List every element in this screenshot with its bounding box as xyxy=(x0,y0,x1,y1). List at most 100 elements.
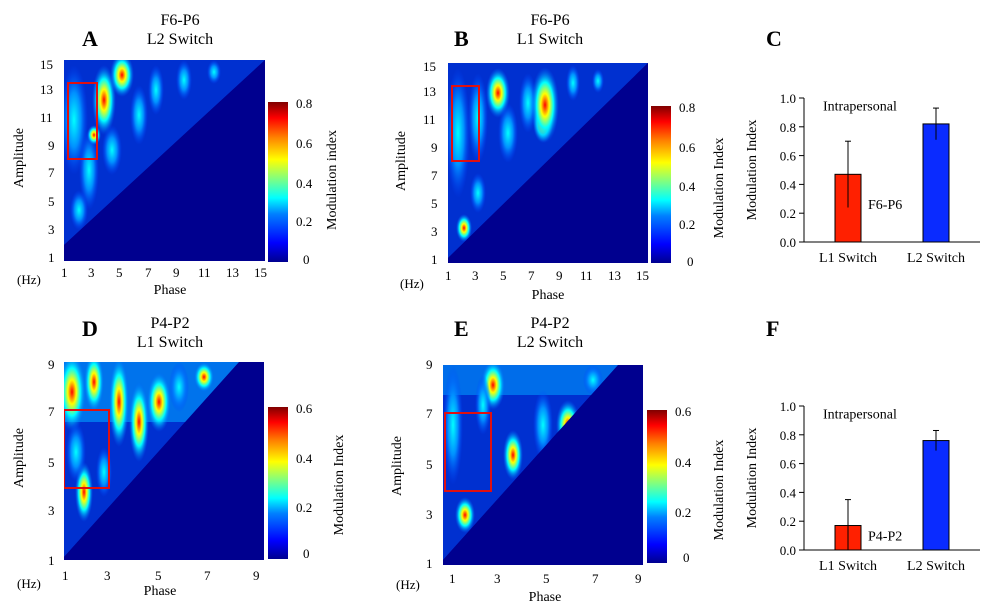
bar-chart-c: 0.0 0.2 0.4 0.6 0.8 1.0 Modulation Index L1 Swi… xyxy=(745,91,980,266)
xlabel-b: Phase xyxy=(531,288,565,303)
xtick-b: 11 xyxy=(580,268,593,283)
highlight-box-e xyxy=(444,412,492,492)
cbar-e-tick: 0 xyxy=(683,550,690,565)
bar-chart-f: 0.0 0.2 0.4 0.6 0.8 1.0 Modulation Index L1 Swi… xyxy=(745,399,980,574)
xtick-a: 13 xyxy=(226,265,239,280)
xtick-a: 7 xyxy=(145,265,152,280)
xtick-a: 15 xyxy=(254,265,267,280)
xtick-a: 3 xyxy=(88,265,95,280)
panel-a-title: F6-P6 L2 Switch xyxy=(120,11,240,49)
bar-c-bar xyxy=(922,123,950,243)
hz-label-a: (Hz) xyxy=(17,272,41,287)
bar-f-ylabel: Modulation Index xyxy=(745,428,760,529)
cbar-b-tick: 0.8 xyxy=(679,100,696,115)
bar-c-ytick-label: 0.0 xyxy=(780,235,796,250)
xtick-b: 9 xyxy=(556,268,563,283)
hz-label-b: (Hz) xyxy=(400,276,424,291)
ytick-b: 5 xyxy=(431,196,438,211)
ytick-a: 9 xyxy=(48,138,55,153)
xtick-d: 1 xyxy=(62,568,69,583)
bar-f-ytick-label: 1.0 xyxy=(780,399,796,414)
bar-f-category-label: L1 Switch xyxy=(819,559,877,574)
bar-c-annotation: Intrapersonal xyxy=(823,99,897,114)
bar-f-ytick-label: 0.0 xyxy=(780,543,796,558)
cbar-a-label: Modulation index xyxy=(325,130,340,230)
cbar-b-tick: 0.6 xyxy=(679,140,696,155)
ytick-a: 15 xyxy=(40,57,53,72)
heatmap-b xyxy=(448,63,648,263)
ytick-b: 11 xyxy=(423,112,436,127)
xtick-e: 9 xyxy=(635,571,642,586)
ylabel-a: Amplitude xyxy=(12,128,27,188)
xtick-e: 1 xyxy=(449,571,456,586)
ytick-d: 7 xyxy=(48,404,55,419)
panel-a-title-line2: L2 Switch xyxy=(146,31,214,48)
cbar-d-tick: 0.4 xyxy=(296,451,313,466)
ytick-a: 3 xyxy=(48,222,55,237)
ytick-b: 15 xyxy=(423,59,436,74)
heatmap-e xyxy=(443,365,643,565)
cbar-b-tick: 0 xyxy=(687,254,694,269)
ytick-b: 9 xyxy=(431,140,438,155)
bar-c-ylabel: Modulation Index xyxy=(745,120,760,221)
xlabel-e: Phase xyxy=(528,590,562,605)
xtick-b: 13 xyxy=(608,268,621,283)
xtick-b: 7 xyxy=(528,268,535,283)
cbar-d-tick: 0 xyxy=(303,546,310,561)
ytick-e: 7 xyxy=(426,406,433,421)
bar-c-ytick-label: 0.8 xyxy=(780,120,796,135)
ytick-b: 13 xyxy=(423,84,436,99)
bar-c-ytick-label: 1.0 xyxy=(780,91,796,106)
panel-e-title-line1: P4-P2 xyxy=(530,315,570,332)
panel-e-title-line2: L2 Switch xyxy=(516,334,584,351)
bar-c-ytick-label: 0.6 xyxy=(780,149,797,164)
colorbar-b xyxy=(651,106,671,263)
panel-d-title-line2: L1 Switch xyxy=(136,334,204,351)
cbar-b-tick: 0.2 xyxy=(679,217,696,232)
cbar-d-tick: 0.2 xyxy=(296,500,313,515)
bar-c-ytick-label: 0.2 xyxy=(780,206,796,221)
xtick-d: 7 xyxy=(204,568,211,583)
cbar-e-tick: 0.6 xyxy=(675,404,692,419)
ytick-b: 3 xyxy=(431,224,438,239)
hz-label-e: (Hz) xyxy=(396,577,420,592)
ytick-e: 9 xyxy=(426,357,433,372)
panel-d-title: P4-P2 L1 Switch xyxy=(110,314,230,352)
xtick-d: 9 xyxy=(253,568,260,583)
xtick-d: 3 xyxy=(104,568,111,583)
panel-b-title: F6-P6 L1 Switch xyxy=(490,11,610,49)
cbar-e-tick: 0.4 xyxy=(675,455,692,470)
cbar-b-label: Modulation Index xyxy=(712,137,727,239)
bar-f-ytick-label: 0.6 xyxy=(780,457,797,472)
xtick-e: 7 xyxy=(592,571,599,586)
xtick-b: 1 xyxy=(445,268,452,283)
bar-f-ytick-label: 0.4 xyxy=(780,485,797,500)
heatmap-d xyxy=(64,362,264,560)
bar-f-category-label: L2 Switch xyxy=(907,559,965,574)
heatmap-a-svg xyxy=(64,60,265,245)
ytick-d: 3 xyxy=(48,503,55,518)
bar-c-category-label: L1 Switch xyxy=(819,251,877,266)
highlight-box-a xyxy=(67,82,98,160)
panel-letter-d: D xyxy=(82,316,98,341)
colorbar-d xyxy=(268,407,288,559)
ytick-b: 1 xyxy=(431,252,438,267)
colorbar-a xyxy=(268,102,288,262)
ytick-a: 11 xyxy=(40,110,53,125)
xtick-d: 5 xyxy=(155,568,162,583)
panel-letter-b: B xyxy=(454,26,469,51)
ylabel-b: Amplitude xyxy=(394,131,409,191)
ytick-d: 9 xyxy=(48,357,55,372)
ylabel-d: Amplitude xyxy=(12,428,27,488)
ytick-a: 5 xyxy=(48,194,55,209)
colorbar-e xyxy=(647,410,667,563)
cbar-a-tick: 0.4 xyxy=(296,176,313,191)
panel-letter-e: E xyxy=(454,316,469,341)
bar-f-ytick-label: 0.8 xyxy=(780,428,796,443)
cbar-a-tick: 0.8 xyxy=(296,96,313,111)
cbar-d-label: Modulation Index xyxy=(332,434,347,536)
panel-b-title-line1: F6-P6 xyxy=(530,12,570,29)
cbar-e-tick: 0.2 xyxy=(675,505,692,520)
bar-c-annotation: F6-P6 xyxy=(868,198,902,213)
